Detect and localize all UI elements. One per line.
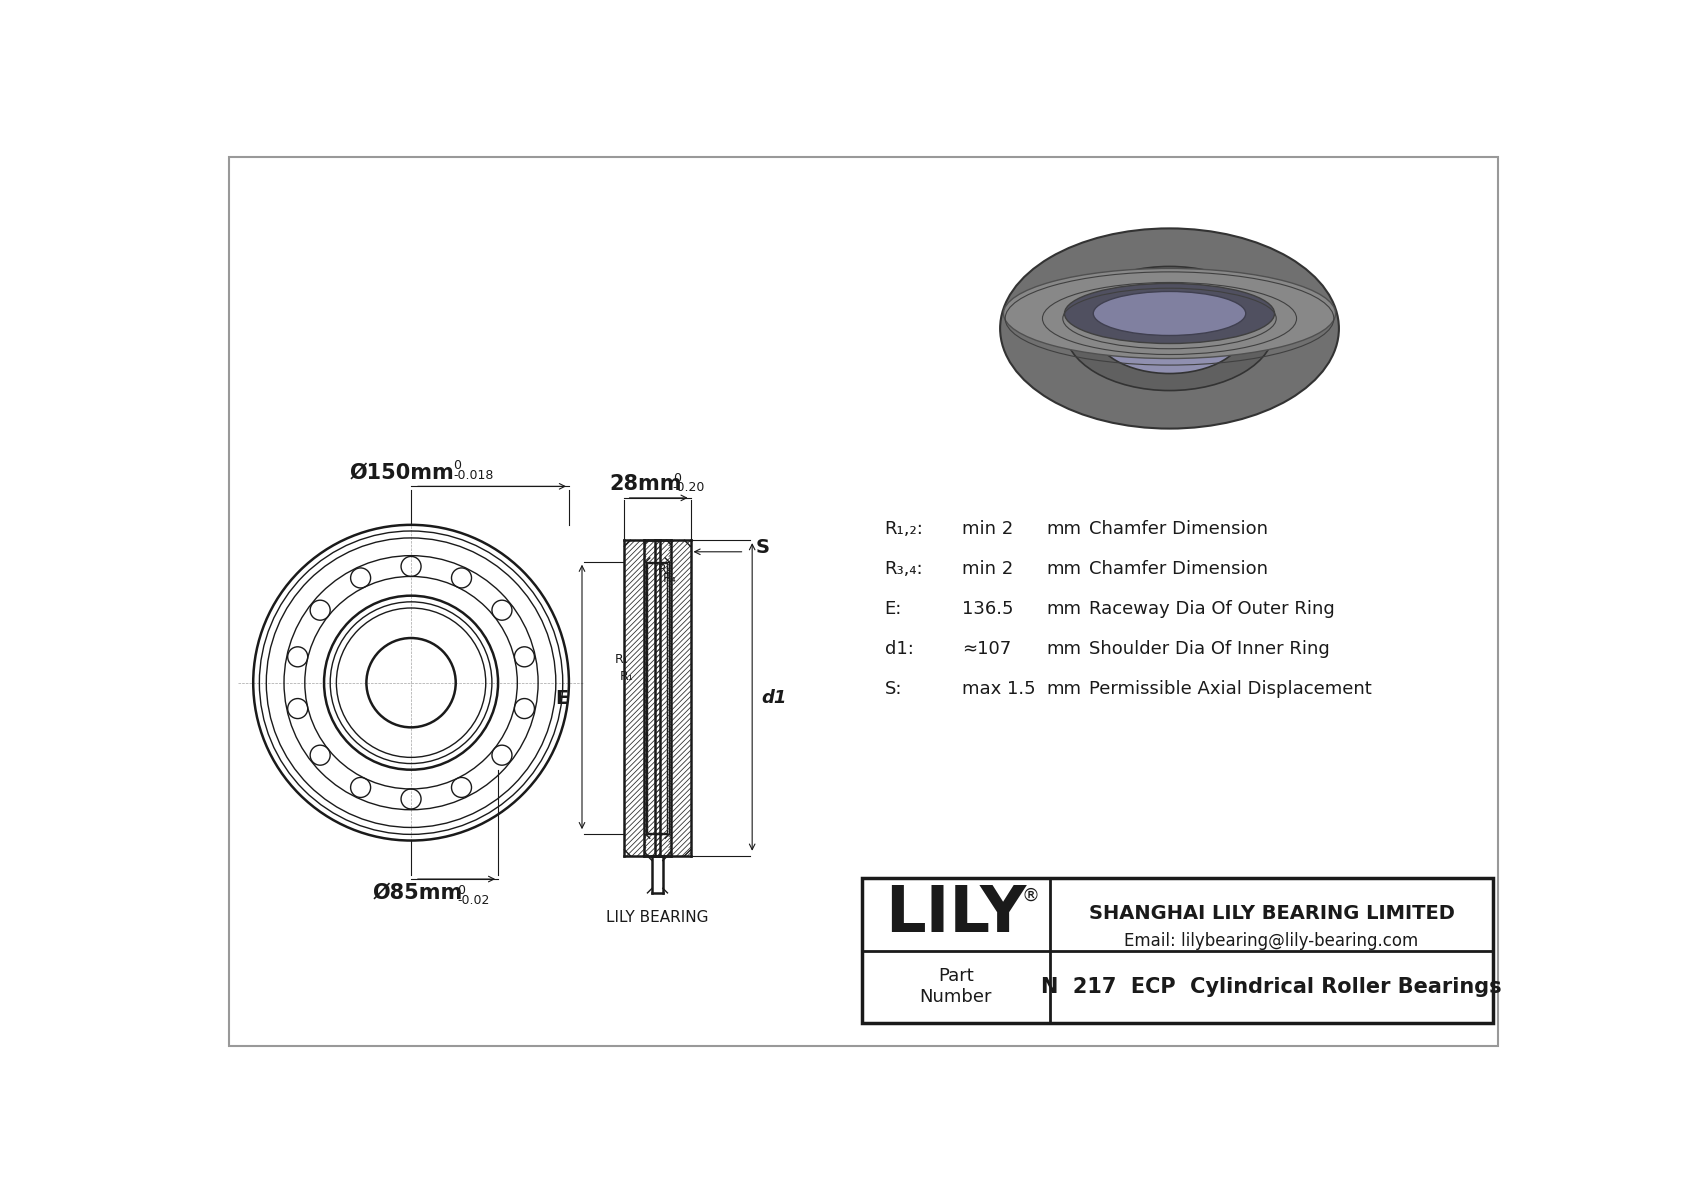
Text: mm: mm [1046,519,1081,537]
Text: mm: mm [1046,560,1081,578]
Text: -0.20: -0.20 [674,481,706,494]
Text: R₃: R₃ [658,563,672,576]
Text: mm: mm [1046,640,1081,657]
Text: Email: lilybearing@lily-bearing.com: Email: lilybearing@lily-bearing.com [1125,931,1418,949]
Text: LILY BEARING: LILY BEARING [606,910,709,925]
Text: 0: 0 [458,885,465,898]
Text: Part
Number: Part Number [919,967,992,1006]
Text: 28mm: 28mm [610,474,682,494]
Text: E: E [556,688,568,707]
Text: N  217  ECP  Cylindrical Roller Bearings: N 217 ECP Cylindrical Roller Bearings [1041,977,1502,997]
Text: E:: E: [884,600,903,618]
Text: d1:: d1: [884,640,913,657]
Text: Ø85mm: Ø85mm [372,883,463,903]
Text: ≈107: ≈107 [962,640,1010,657]
Bar [647,563,667,833]
Text: -0.018: -0.018 [453,469,493,482]
Text: -0.02: -0.02 [458,893,490,906]
Text: 0: 0 [453,459,461,472]
Ellipse shape [1000,229,1339,429]
Text: min 2: min 2 [962,519,1012,537]
Text: R₁,₂:: R₁,₂: [884,519,923,537]
Text: 136.5: 136.5 [962,600,1014,618]
Ellipse shape [1093,292,1246,336]
Text: max 1.5: max 1.5 [962,680,1036,698]
Text: S:: S: [884,680,903,698]
Text: mm: mm [1046,600,1081,618]
Text: R₁: R₁ [615,653,628,666]
Bar [862,878,1494,1023]
Ellipse shape [1064,283,1275,343]
Text: Ø150mm: Ø150mm [350,462,455,482]
Text: Shoulder Dia Of Inner Ring: Shoulder Dia Of Inner Ring [1088,640,1329,657]
Text: min 2: min 2 [962,560,1012,578]
Ellipse shape [1064,267,1275,391]
Text: SHANGHAI LILY BEARING LIMITED: SHANGHAI LILY BEARING LIMITED [1088,904,1455,923]
Text: Chamfer Dimension: Chamfer Dimension [1088,519,1268,537]
Text: R₃,₄:: R₃,₄: [884,560,923,578]
Text: LILY: LILY [884,884,1026,946]
Text: S: S [756,538,770,557]
Text: ®: ® [1022,886,1041,905]
Text: Chamfer Dimension: Chamfer Dimension [1088,560,1268,578]
Text: R₄: R₄ [663,572,677,585]
Text: Permissible Axial Displacement: Permissible Axial Displacement [1088,680,1371,698]
Text: 0: 0 [674,472,680,485]
Text: R₁: R₁ [620,671,633,682]
Ellipse shape [1004,268,1335,358]
Text: mm: mm [1046,680,1081,698]
Text: d1: d1 [761,690,786,707]
Text: Raceway Dia Of Outer Ring: Raceway Dia Of Outer Ring [1088,600,1334,618]
Ellipse shape [1093,283,1246,374]
